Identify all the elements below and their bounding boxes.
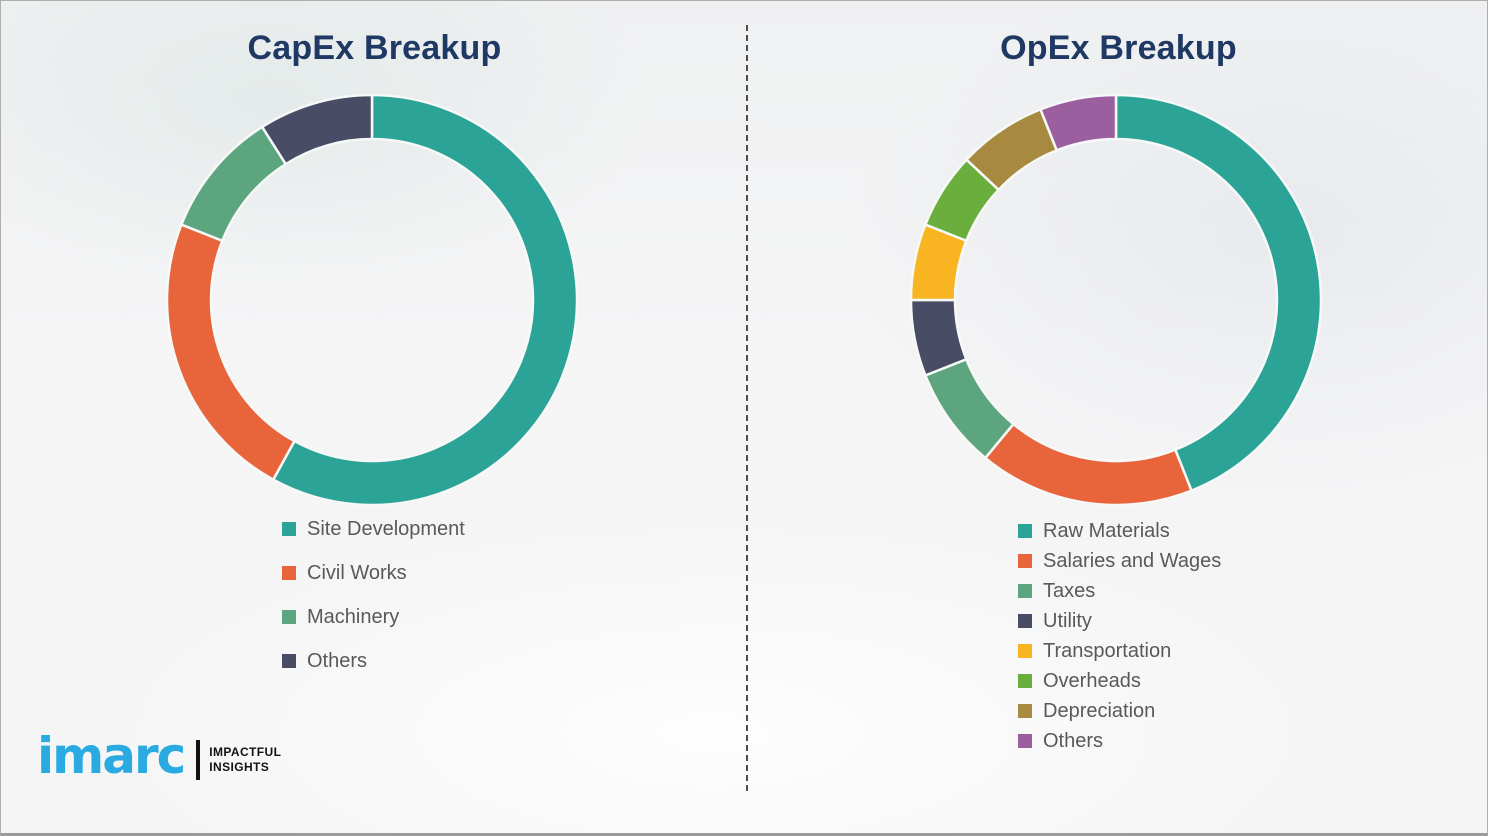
opex-breakup-segment-raw-materials bbox=[1114, 93, 1323, 492]
opex-breakup-segment-others bbox=[1039, 93, 1118, 152]
capex-breakup-legend-swatch-machinery bbox=[282, 610, 296, 624]
capex-breakup-segment-others bbox=[260, 93, 374, 166]
opex-breakup-legend-swatch-taxes bbox=[1018, 584, 1032, 598]
opex-breakup-legend-label-transportation: Transportation bbox=[1043, 640, 1172, 662]
capex-donut-chart bbox=[165, 93, 579, 507]
capex-breakup-segment-site-development bbox=[271, 93, 579, 507]
opex-breakup-legend-item-raw-materials: Raw Materials bbox=[1018, 519, 1221, 543]
opex-breakup-legend-item-others: Others bbox=[1018, 729, 1221, 753]
opex-breakup-legend-label-utility: Utility bbox=[1043, 610, 1092, 632]
capex-chart-title: CapEx Breakup bbox=[247, 29, 502, 67]
opex-breakup-legend-swatch-raw-materials bbox=[1018, 524, 1032, 538]
opex-breakup-legend-swatch-utility bbox=[1018, 614, 1032, 628]
imarc-logo-wordmark: imarc bbox=[37, 727, 186, 785]
capex-breakup-legend-item-others: Others bbox=[282, 649, 465, 673]
opex-breakup-legend-label-depreciation: Depreciation bbox=[1043, 700, 1156, 722]
opex-breakup-legend-label-overheads: Overheads bbox=[1043, 670, 1141, 692]
opex-breakup-legend-label-others: Others bbox=[1043, 730, 1104, 752]
capex-panel: CapEx Breakup Site Development Civil Work… bbox=[1, 1, 748, 833]
vertical-dashed-divider bbox=[746, 25, 748, 791]
imarc-tagline-line1: IMPACTFUL bbox=[209, 745, 282, 759]
opex-breakup-legend-item-utility: Utility bbox=[1018, 609, 1221, 633]
capex-breakup-legend-item-machinery: Machinery bbox=[282, 605, 465, 629]
opex-breakup-legend-label-salaries-and-wages: Salaries and Wages bbox=[1043, 550, 1222, 572]
capex-legend: Site Development Civil Works Machinery Othe… bbox=[282, 517, 465, 693]
opex-breakup-legend-swatch-others bbox=[1018, 734, 1032, 748]
opex-breakup-legend-swatch-transportation bbox=[1018, 644, 1032, 658]
opex-breakup-legend-item-depreciation: Depreciation bbox=[1018, 699, 1221, 723]
opex-breakup-legend-item-transportation: Transportation bbox=[1018, 639, 1221, 663]
opex-breakup-legend-swatch-depreciation bbox=[1018, 704, 1032, 718]
imarc-logo-tagline: IMPACTFUL INSIGHTS bbox=[209, 745, 281, 775]
opex-legend: Raw Materials Salaries and Wages Taxes Util… bbox=[1018, 519, 1221, 759]
opex-breakup-legend-swatch-overheads bbox=[1018, 674, 1032, 688]
opex-breakup-legend-item-taxes: Taxes bbox=[1018, 579, 1221, 603]
opex-panel: OpEx Breakup Raw Materials Salaries and W… bbox=[748, 1, 1487, 833]
capex-breakup-legend-swatch-site-development bbox=[282, 522, 296, 536]
imarc-logo: imarc IMPACTFUL INSIGHTS bbox=[37, 731, 281, 785]
opex-breakup-segment-salaries-and-wages bbox=[984, 422, 1193, 507]
capex-breakup-segment-civil-works bbox=[165, 223, 296, 481]
opex-donut-chart bbox=[909, 93, 1323, 507]
imarc-tagline-line2: INSIGHTS bbox=[209, 760, 270, 774]
opex-breakup-legend-swatch-salaries-and-wages bbox=[1018, 554, 1032, 568]
opex-breakup-legend-label-taxes: Taxes bbox=[1043, 580, 1096, 602]
imarc-logo-divider-bar bbox=[196, 740, 201, 780]
capex-breakup-legend-swatch-others bbox=[282, 654, 296, 668]
opex-breakup-legend-label-raw-materials: Raw Materials bbox=[1043, 520, 1170, 542]
capex-breakup-legend-label-civil-works: Civil Works bbox=[307, 562, 407, 584]
capex-breakup-legend-swatch-civil-works bbox=[282, 566, 296, 580]
capex-breakup-segment-machinery bbox=[180, 125, 287, 242]
capex-breakup-legend-item-civil-works: Civil Works bbox=[282, 561, 465, 585]
capex-breakup-legend-item-site-development: Site Development bbox=[282, 517, 465, 541]
opex-breakup-legend-item-overheads: Overheads bbox=[1018, 669, 1221, 693]
capex-breakup-legend-label-others: Others bbox=[307, 650, 368, 672]
opex-chart-title: OpEx Breakup bbox=[1000, 29, 1237, 67]
capex-breakup-legend-label-machinery: Machinery bbox=[307, 606, 400, 628]
opex-breakup-legend-item-salaries-and-wages: Salaries and Wages bbox=[1018, 549, 1221, 573]
capex-breakup-legend-label-site-development: Site Development bbox=[307, 518, 465, 540]
